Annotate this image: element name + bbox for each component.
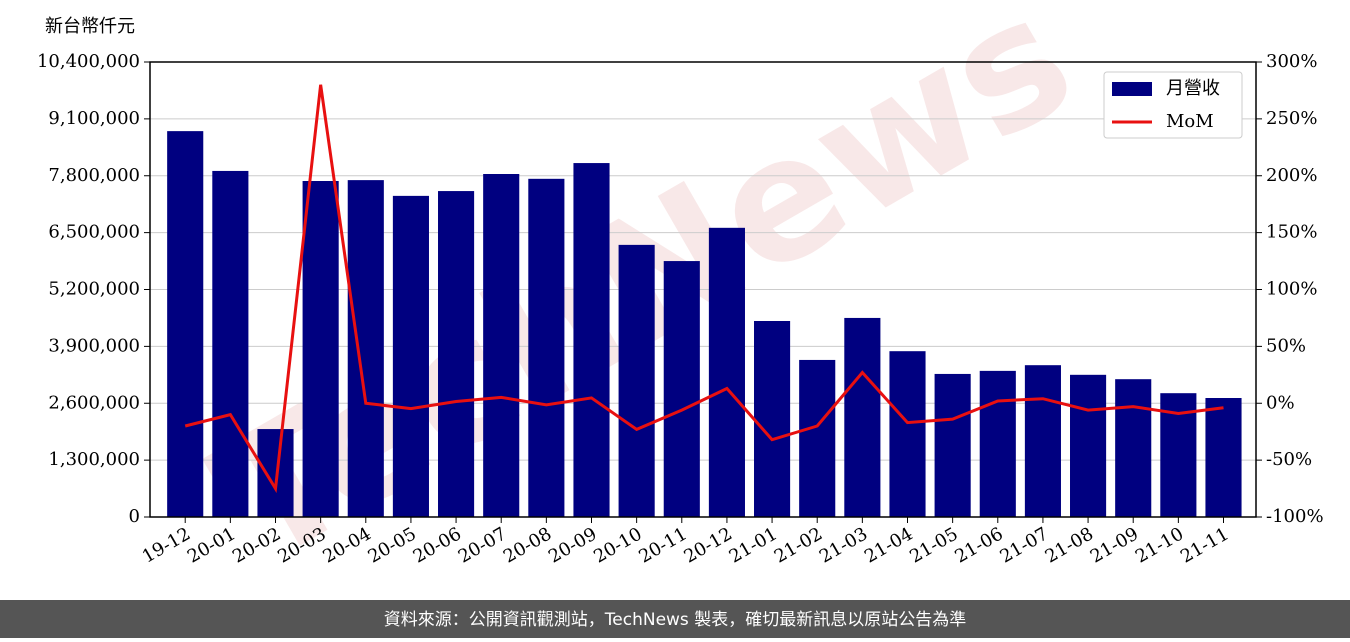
legend-label: 月營收 [1166,78,1220,99]
bar [754,321,791,517]
y2-tick-label: 0% [1266,392,1295,413]
legend-label: MoM [1166,111,1214,132]
y-tick-label: 5,200,000 [48,279,140,300]
y2-tick-label: 50% [1266,335,1306,356]
bar [934,373,971,517]
bar [573,163,610,517]
x-tick-label: 20-01 [184,523,239,567]
y2-tick-label: 200% [1266,165,1317,186]
x-tick-label: 21-06 [951,523,1006,567]
y2-tick-label: 300% [1266,51,1317,72]
y-tick-label: 10,400,000 [37,51,140,72]
x-tick-label: 21-11 [1177,523,1232,567]
x-tick-label: 21-07 [996,523,1051,567]
y-tick-label: 1,300,000 [48,449,140,470]
y2-tick-label: 150% [1266,222,1317,243]
bar [1070,374,1107,517]
x-tick-label: 20-12 [680,523,735,567]
x-tick-label: 20-09 [545,523,600,567]
bar [663,261,700,517]
bar [708,227,745,517]
y2-tick-label: 250% [1266,108,1317,129]
x-tick-label: 20-11 [635,523,690,567]
x-tick-label: 20-10 [590,523,645,567]
legend-swatch [1112,82,1152,96]
bar [1205,398,1242,517]
x-tick-label: 19-12 [139,523,194,567]
bar [1115,379,1152,517]
x-tick-label: 21-05 [906,523,961,567]
y-tick-label: 7,800,000 [48,165,140,186]
bar [528,178,565,517]
bar [438,191,475,517]
bar [844,317,881,517]
bar [799,359,836,517]
bar [979,370,1016,517]
y-tick-label: 3,900,000 [48,335,140,356]
x-tick-label: 21-01 [726,523,781,567]
y2-tick-label: 100% [1266,279,1317,300]
x-tick-label: 21-04 [861,523,916,567]
bar [212,170,249,517]
y-axis-unit: 新台幣仟元 [45,16,135,37]
x-tick-label: 21-02 [771,523,826,567]
bar [392,195,429,517]
bar [889,351,926,517]
bar [483,174,520,517]
source-note: 資料來源：公開資訊觀測站，TechNews 製表，確切最新訊息以原站公告為準 [384,610,966,630]
x-tick-label: 21-10 [1132,523,1187,567]
y-tick-label: 2,600,000 [48,392,140,413]
x-tick-label: 20-06 [410,523,465,567]
bar [618,244,655,517]
bar [302,181,339,517]
x-tick-label: 21-08 [1042,523,1097,567]
x-tick-label: 21-09 [1087,523,1142,567]
bar [347,180,384,517]
bar [1024,365,1061,517]
line [184,84,1224,494]
x-tick-label: 20-08 [500,523,555,567]
y2-tick-label: -100% [1266,506,1324,527]
y-tick-label: 9,100,000 [48,108,140,129]
bar [257,429,294,517]
x-tick-label: 20-07 [455,523,510,567]
y-tick-label: 0 [129,506,140,527]
y-tick-label: 6,500,000 [48,222,140,243]
footer-bar [0,600,1350,638]
y2-tick-label: -50% [1266,449,1312,470]
bar [167,131,204,517]
x-tick-label: 21-03 [816,523,871,567]
plot-frame [149,61,1257,518]
